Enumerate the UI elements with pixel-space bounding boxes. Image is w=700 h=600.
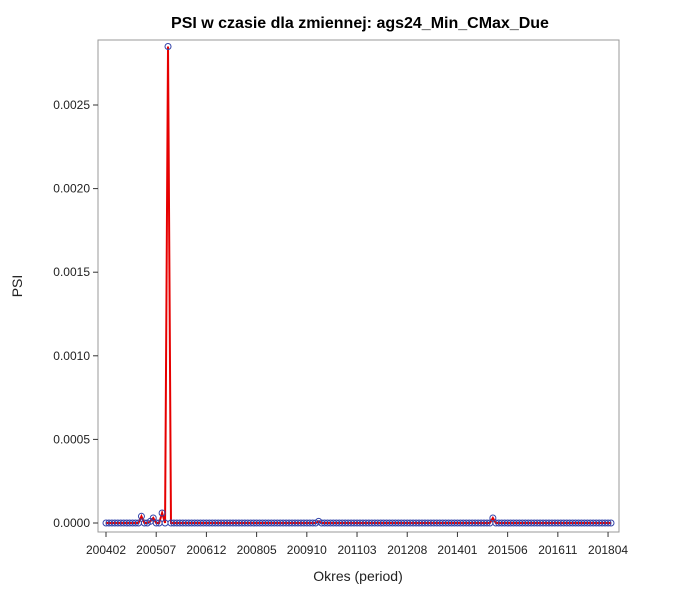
data-point xyxy=(489,514,497,522)
y-tick-label: 0.0025 xyxy=(53,98,90,112)
psi-series-line xyxy=(106,46,611,524)
data-point xyxy=(149,514,157,522)
x-tick-label: 200402 xyxy=(86,543,126,557)
x-axis-label: Okres (period) xyxy=(313,568,402,584)
x-tick-label: 201506 xyxy=(488,543,528,557)
x-tick-label: 200612 xyxy=(186,543,226,557)
data-point xyxy=(607,519,615,527)
data-point xyxy=(483,519,491,527)
x-tick-label: 201103 xyxy=(337,543,376,557)
y-tick-label: 0.0020 xyxy=(53,182,90,196)
y-tick-label: 0.0010 xyxy=(53,349,90,363)
x-tick-label: 201401 xyxy=(437,543,477,557)
y-axis: 0.0000 0.0005 0.0010 0.0015 0.0020 0.0025 xyxy=(53,98,98,530)
data-point xyxy=(152,519,160,527)
chart-title: PSI w czasie dla zmiennej: ags24_Min_CMa… xyxy=(171,15,549,32)
x-tick-label: 200805 xyxy=(237,543,277,557)
psi-series-markers xyxy=(102,42,615,527)
x-tick-label: 201611 xyxy=(538,543,577,557)
y-tick-label: 0.0015 xyxy=(53,265,90,279)
x-tick-label: 200910 xyxy=(287,543,327,557)
y-tick-label: 0.0000 xyxy=(53,516,90,530)
x-tick-label: 201804 xyxy=(588,543,628,557)
data-point xyxy=(604,519,612,527)
data-point xyxy=(137,512,145,520)
data-point xyxy=(132,519,140,527)
y-tick-label: 0.0005 xyxy=(53,432,90,446)
data-point xyxy=(164,42,172,50)
y-axis-label: PSI xyxy=(9,275,25,298)
plot-frame xyxy=(97,39,620,533)
data-point xyxy=(158,509,166,517)
x-tick-label: 201208 xyxy=(387,543,427,557)
x-tick-label: 200507 xyxy=(136,543,176,557)
x-axis: 200402 200507 200612 200805 200910 201103 2012… xyxy=(86,532,628,557)
